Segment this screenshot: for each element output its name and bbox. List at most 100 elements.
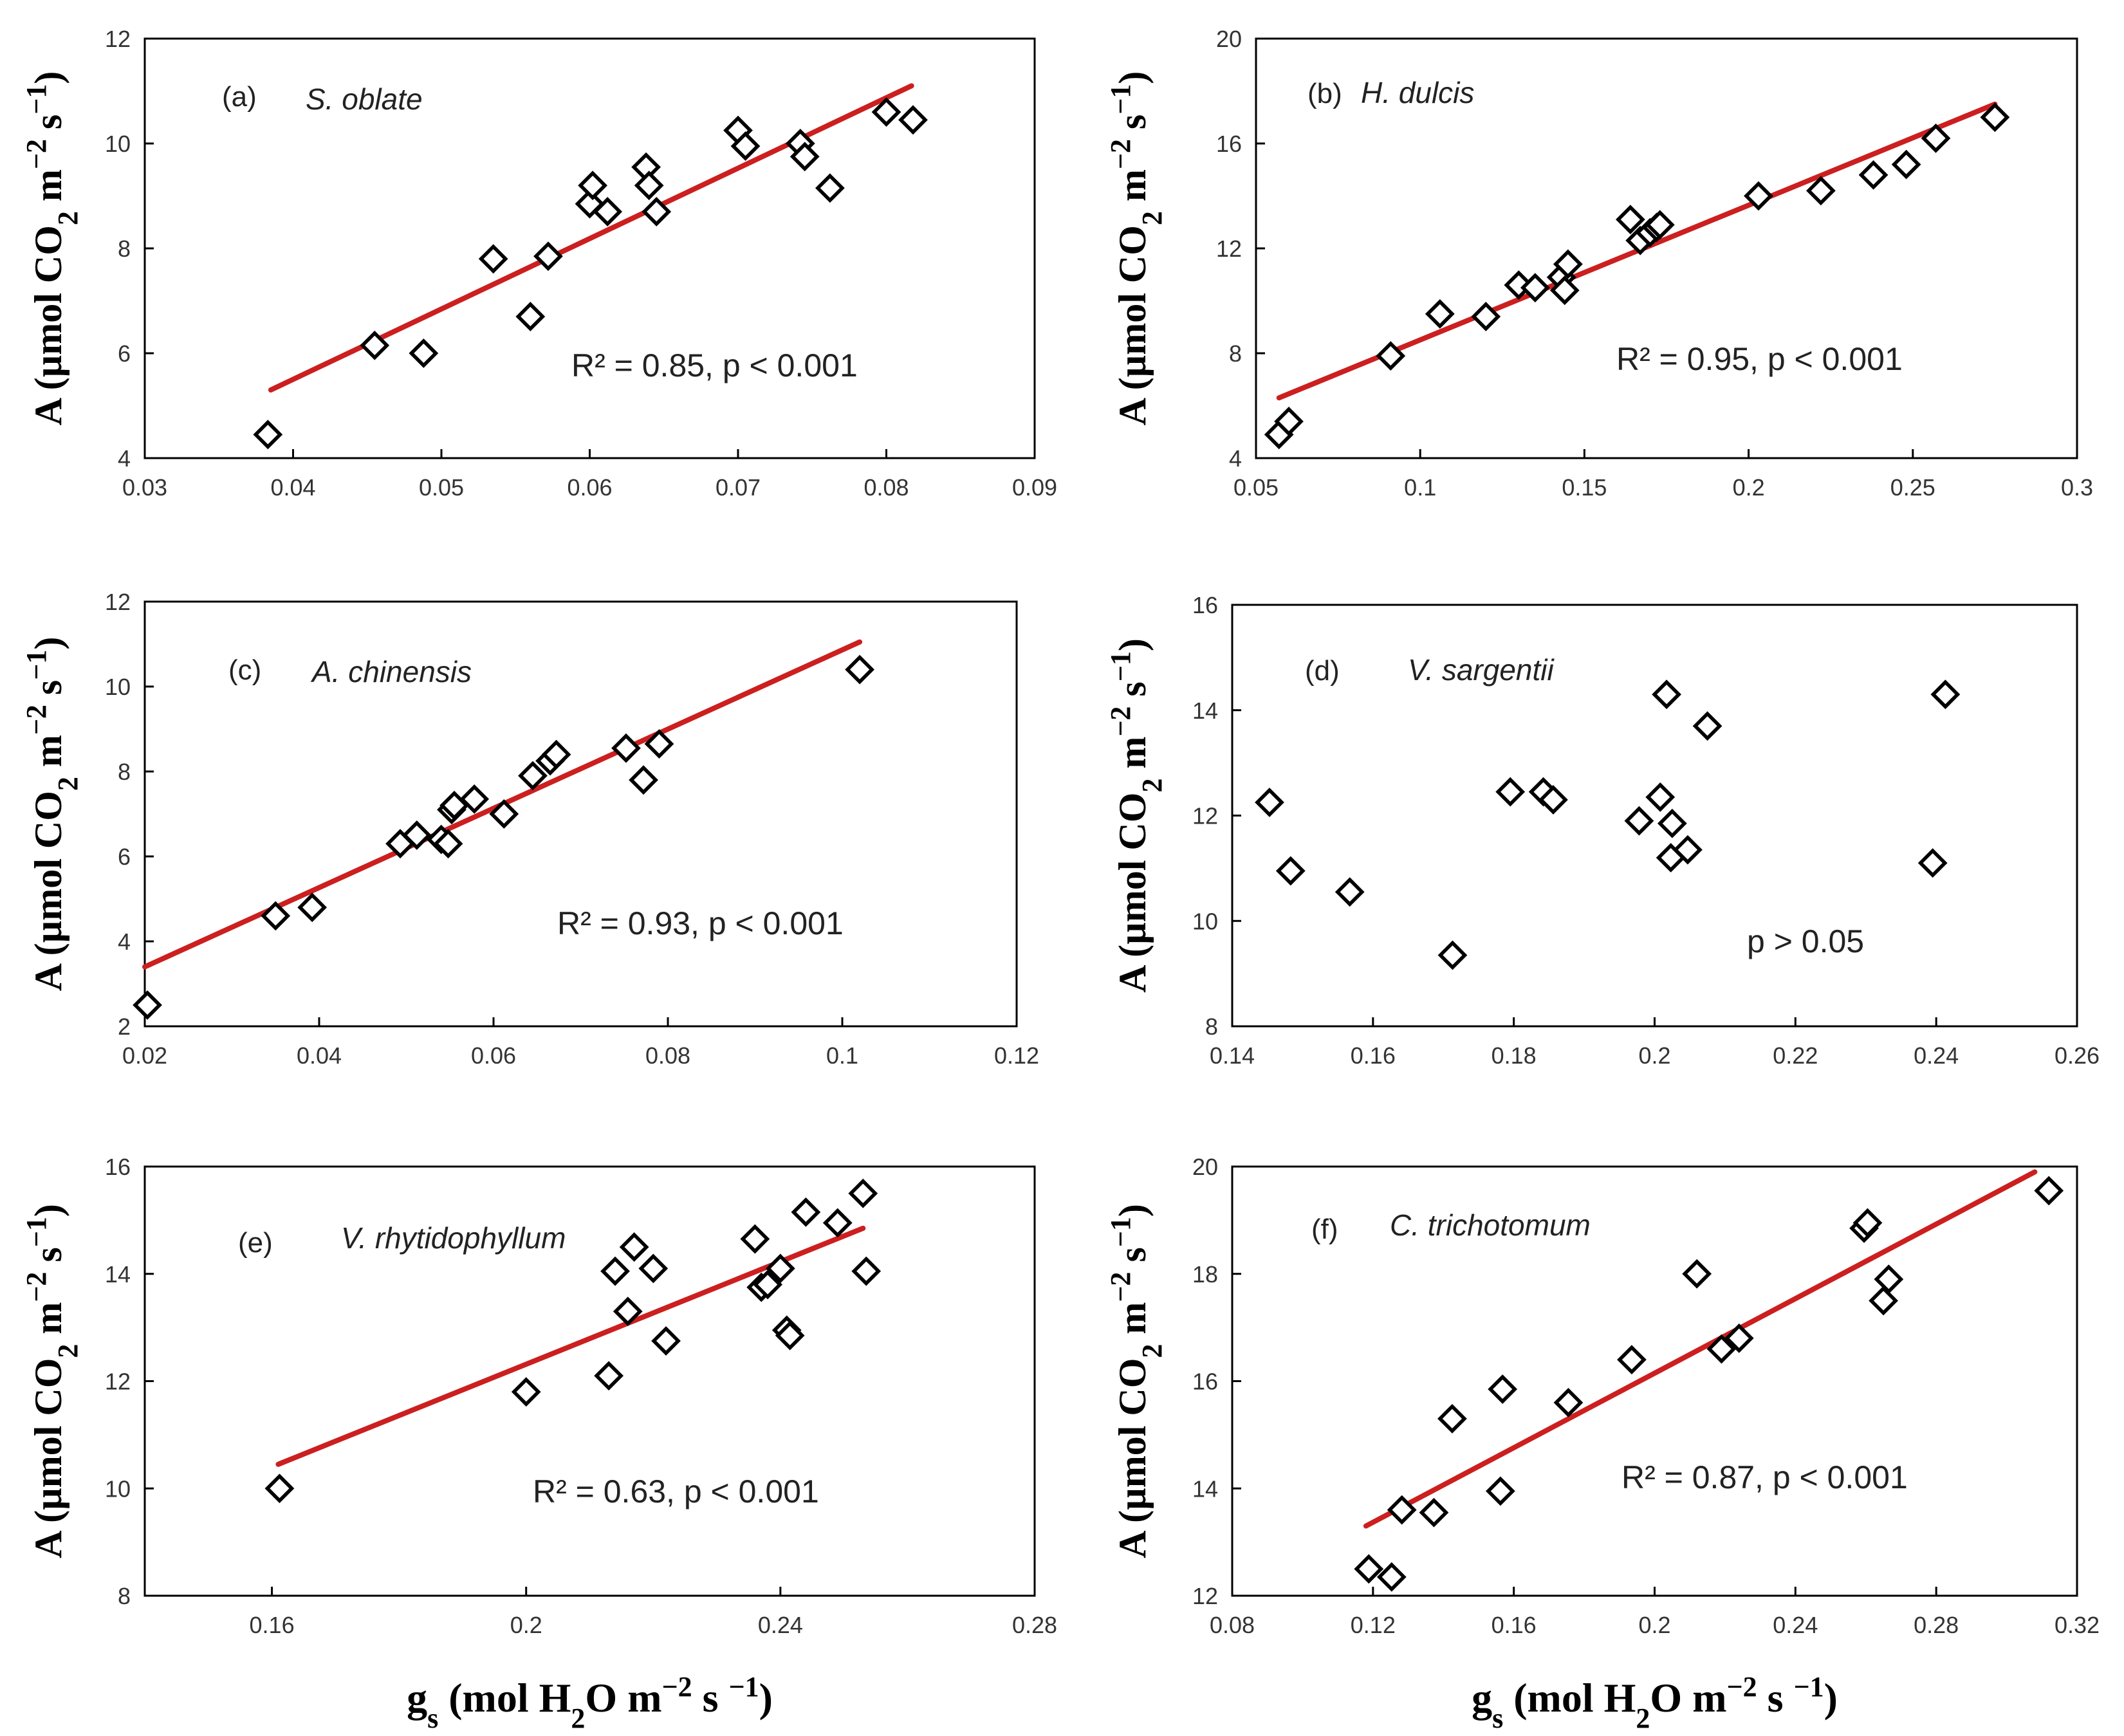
data-point: [1437, 1403, 1467, 1434]
data-point: [1858, 160, 1889, 190]
y-tick-label: 14: [1192, 697, 1218, 724]
data-point: [578, 171, 607, 201]
data-point: [791, 1197, 821, 1227]
panel-a-s-oblate: 4 6 8 10 12 0.03 0.04 0.05 0.06 0.07 0.08 0.09 (a) S.…: [21, 26, 1058, 501]
data-point: [1980, 102, 2010, 133]
data-point: [871, 97, 901, 127]
x-tick-label: 0.2: [1638, 1042, 1670, 1069]
data-point: [360, 330, 390, 360]
y-tick-label: 12: [105, 1369, 131, 1395]
data-point: [1682, 1259, 1712, 1289]
x-tick-label: 0.32: [2055, 1612, 2100, 1638]
y-tick-label: 8: [1229, 340, 1242, 367]
y-tick-label: 16: [1192, 1369, 1218, 1395]
data-point: [297, 892, 328, 923]
x-tick-label: 0.24: [758, 1612, 803, 1638]
y-tick-label: 8: [118, 1583, 131, 1609]
y-axis-label: A (µmol CO2 m−2 s−1): [1105, 1204, 1168, 1558]
data-point: [433, 829, 463, 859]
data-point: [1874, 1264, 1904, 1294]
data-point: [1471, 302, 1501, 331]
x-tick-label: 0.24: [1773, 1612, 1818, 1638]
data-point: [1706, 1334, 1737, 1364]
data-point: [1891, 149, 1921, 180]
panel-label: (b): [1307, 78, 1342, 109]
x-tick-label: 0.2: [1733, 474, 1765, 501]
panel-e-v-rhytidophyllum: 8 10 12 14 16 0.16 0.2 0.24 0.28 (e) V. rhytidophy…: [21, 1154, 1058, 1734]
x-tick-label: 0.28: [1012, 1612, 1057, 1638]
regression-stat: R² = 0.87, p < 0.001: [1621, 1459, 1908, 1495]
data-point: [611, 733, 641, 763]
data-point: [261, 901, 291, 931]
regression-stat: R² = 0.85, p < 0.001: [571, 347, 858, 383]
data-point: [541, 739, 571, 770]
data-point: [1930, 679, 1961, 710]
panel-c-a-chinensis: 2 4 6 8 10 12 0.02 0.04 0.06 0.08 0.1 0.12 (c) A. chi…: [21, 589, 1040, 1069]
data-point: [1921, 123, 1951, 153]
data-point: [1692, 711, 1722, 741]
regression-line: [275, 1225, 866, 1467]
data-point: [1724, 1323, 1754, 1353]
x-tick-label: 0.22: [1773, 1042, 1818, 1069]
data-point: [644, 729, 674, 759]
y-tick-label: 16: [1216, 131, 1242, 157]
data-point: [511, 1377, 541, 1407]
data-point: [753, 1270, 782, 1300]
x-tick-label: 0.16: [1351, 1042, 1396, 1069]
y-tick-label: 14: [105, 1261, 131, 1288]
y-tick-label: 16: [105, 1154, 131, 1180]
x-tick-label: 0.26: [2055, 1042, 2100, 1069]
data-point: [1485, 1476, 1515, 1506]
species-name: H. dulcis: [1361, 76, 1474, 109]
x-tick-label: 0.06: [567, 474, 612, 501]
y-axis-label: A (µmol CO2 m−2 s−1): [21, 637, 84, 992]
panel-b-h-dulcis: 4 8 12 16 20 0.05 0.1 0.15 0.2 0.25 0.3 (b) H. dulci…: [1105, 26, 2094, 501]
data-point: [1869, 1286, 1898, 1316]
data-point: [1852, 1208, 1883, 1238]
data-point: [459, 784, 490, 814]
data-point: [1615, 205, 1645, 235]
x-tick-label: 0.09: [1012, 474, 1057, 501]
data-point: [1805, 176, 1836, 206]
y-tick-label: 14: [1192, 1475, 1218, 1502]
x-tick-label: 0.08: [863, 474, 909, 501]
y-tick-label: 20: [1192, 1154, 1218, 1180]
data-point: [1255, 788, 1284, 817]
data-point: [638, 1253, 669, 1284]
y-tick-label: 12: [1216, 235, 1242, 262]
x-tick-label: 0.3: [2061, 474, 2093, 501]
panel-label: (f): [1311, 1214, 1338, 1245]
data-point: [790, 142, 820, 172]
data-point: [815, 173, 845, 203]
data-point: [651, 1326, 681, 1356]
data-point: [1376, 341, 1406, 371]
data-point: [478, 244, 508, 274]
y-tick-label: 20: [1216, 26, 1242, 52]
plot-frame: [143, 600, 1018, 1028]
data-point: [1275, 856, 1306, 886]
data-point: [765, 1253, 795, 1284]
y-tick-label: 16: [1192, 592, 1218, 618]
data-point: [1553, 249, 1583, 279]
x-tick-label: 0.2: [510, 1612, 542, 1638]
y-tick-label: 6: [118, 844, 131, 870]
y-axis-label: A (µmol CO2 m−2 s−1): [21, 1204, 84, 1558]
data-point: [1553, 1387, 1584, 1417]
data-point: [1334, 877, 1365, 907]
data-point: [845, 654, 874, 685]
y-tick-label: 10: [105, 1475, 131, 1502]
y-tick-label: 12: [105, 589, 131, 615]
y-tick-label: 10: [105, 131, 131, 157]
x-tick-label: 0.1: [1404, 474, 1436, 501]
panel-label: (a): [222, 81, 257, 113]
x-tick-label: 0.02: [122, 1042, 167, 1069]
x-tick-label: 0.12: [994, 1042, 1039, 1069]
data-point: [898, 105, 928, 135]
data-point: [1376, 1562, 1407, 1592]
data-point: [1425, 299, 1455, 329]
y-tick-label: 10: [1192, 908, 1218, 934]
y-tick-label: 4: [1229, 445, 1242, 472]
y-tick-label: 6: [118, 340, 131, 367]
data-point: [409, 338, 439, 368]
y-tick-label: 12: [105, 26, 131, 52]
